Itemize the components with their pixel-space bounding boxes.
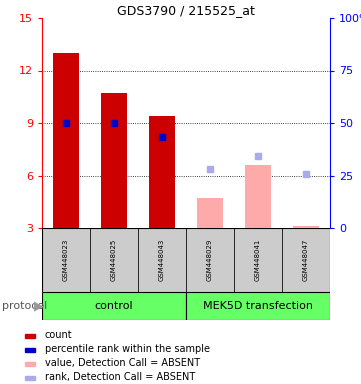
Bar	[293, 226, 319, 228]
Bar	[25, 348, 35, 352]
Bar	[25, 362, 35, 366]
Bar	[101, 93, 127, 228]
Text: ▶: ▶	[34, 300, 44, 313]
Bar	[186, 228, 234, 292]
Text: control: control	[95, 301, 133, 311]
Bar	[149, 116, 175, 228]
Bar	[42, 228, 90, 292]
Bar	[25, 376, 35, 380]
Bar	[197, 198, 223, 228]
Text: protocol: protocol	[2, 301, 47, 311]
Text: MEK5D transfection: MEK5D transfection	[203, 301, 313, 311]
Bar	[53, 53, 79, 228]
Text: GSM448025: GSM448025	[111, 239, 117, 281]
Text: GSM448047: GSM448047	[303, 239, 309, 281]
Text: rank, Detection Call = ABSENT: rank, Detection Call = ABSENT	[45, 372, 195, 382]
Bar	[25, 334, 35, 338]
Bar	[282, 228, 330, 292]
Text: percentile rank within the sample: percentile rank within the sample	[45, 344, 210, 354]
Bar	[234, 228, 282, 292]
Text: value, Detection Call = ABSENT: value, Detection Call = ABSENT	[45, 358, 200, 368]
Bar	[138, 228, 186, 292]
Text: GSM448029: GSM448029	[207, 239, 213, 281]
Text: count: count	[45, 330, 73, 340]
Bar	[186, 292, 330, 320]
Text: GSM448041: GSM448041	[255, 239, 261, 281]
Text: GSM448043: GSM448043	[159, 239, 165, 281]
Bar	[245, 165, 271, 228]
Bar	[42, 292, 186, 320]
Bar	[90, 228, 138, 292]
Title: GDS3790 / 215525_at: GDS3790 / 215525_at	[117, 4, 255, 17]
Text: GSM448023: GSM448023	[63, 239, 69, 281]
